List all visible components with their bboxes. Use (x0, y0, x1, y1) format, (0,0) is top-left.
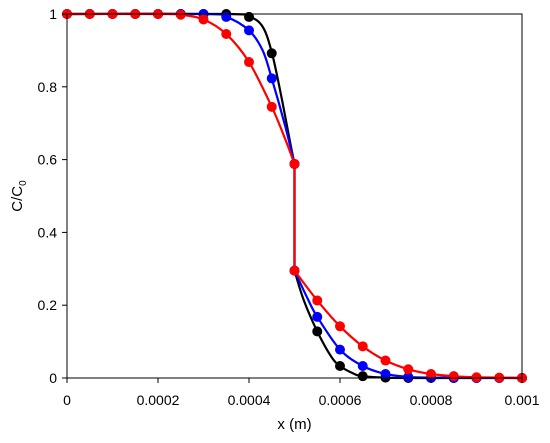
series-0-point-8 (244, 11, 254, 22)
series-1-point-15 (380, 369, 391, 379)
series-1-point-16 (403, 371, 414, 382)
series-1-point-12 (312, 311, 323, 322)
series-2-line (66, 12, 523, 380)
series-2-point-16 (403, 364, 414, 375)
series-2-point-13 (335, 321, 345, 332)
x-axis-title: x (m) (277, 416, 311, 433)
y-tick-label: 0.2 (38, 297, 58, 313)
y-tick-label: 1 (49, 6, 57, 22)
series-1-point-13 (335, 344, 345, 355)
series-1-point-7 (221, 11, 232, 22)
series-2-point-18 (448, 371, 459, 382)
y-axis-title-main: C/C (9, 186, 26, 212)
y-axis-title-subscript: 0 (18, 180, 29, 186)
x-tick-label: 0 (63, 392, 71, 408)
y-tick-label: 0.8 (38, 79, 58, 95)
series-0-point-14 (357, 371, 368, 382)
series-1-point-14 (357, 360, 368, 371)
series-2-point-11 (289, 265, 300, 276)
curves-layer (66, 12, 523, 380)
series-2-point-19 (471, 372, 482, 383)
y-ticks-layer: 0 0.2 0.4 0.6 0.8 1 (38, 6, 67, 386)
series-2-point-5 (175, 9, 186, 20)
series-2-point-6 (198, 14, 209, 25)
x-tick-label: 0.0008 (410, 392, 453, 408)
series-0-point-9 (266, 48, 277, 59)
series-1-point-8 (244, 25, 254, 36)
series-2-point-14 (357, 341, 368, 352)
y-tick-label: 0.6 (38, 152, 58, 168)
y-tick-label: 0 (49, 370, 57, 386)
series-0-point-12 (312, 326, 323, 337)
plot-frame (66, 13, 523, 379)
series-2-point-15 (380, 355, 391, 366)
x-tick-label: 0.001 (504, 392, 539, 408)
series-2-point-8 (244, 57, 254, 68)
series-2-point-12 (312, 295, 323, 306)
series-2-point-10 (289, 158, 300, 169)
series-2-point-17 (426, 369, 436, 379)
x-tick-label: 0.0002 (137, 392, 180, 408)
series-0-point-13 (335, 360, 345, 371)
series-2-point-9 (266, 101, 277, 112)
x-tick-label: 0.0006 (319, 392, 362, 408)
y-tick-label: 0.4 (38, 224, 58, 240)
y-axis-title: C/C0 (9, 180, 29, 212)
series-2-point-7 (221, 29, 232, 40)
series-1-point-9 (266, 73, 277, 84)
x-tick-label: 0.0004 (228, 392, 271, 408)
x-ticks-layer: 0 0.0002 0.0004 0.0006 0.0008 0.001 (63, 378, 540, 408)
